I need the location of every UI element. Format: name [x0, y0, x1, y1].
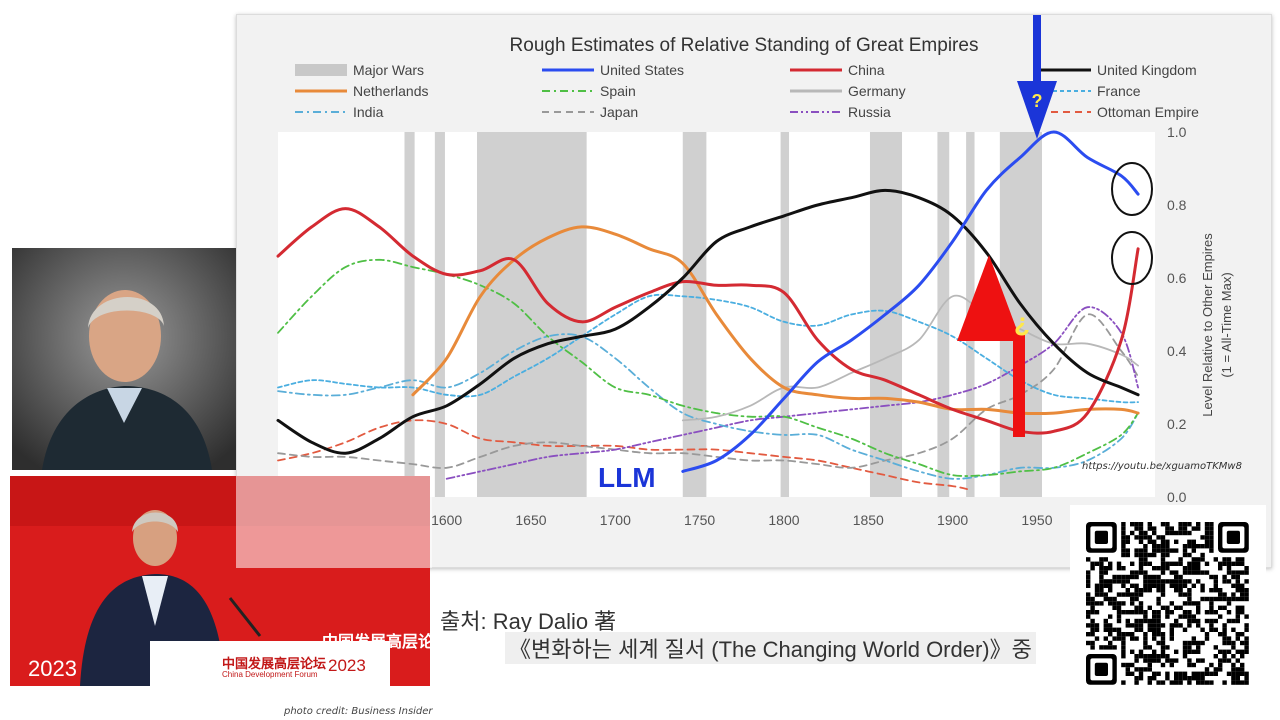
x-tick-label-1950: 1950 — [1021, 512, 1052, 528]
y-tick-label-1.0: 1.0 — [1167, 124, 1187, 140]
qr-code[interactable] — [1070, 505, 1266, 703]
series-line-india — [277, 333, 1139, 480]
y-tick-label-0.2: 0.2 — [1167, 416, 1187, 432]
series-line-germany — [681, 294, 1139, 422]
legend-label-major-wars: Major Wars — [353, 62, 424, 78]
chart-title: Rough Estimates of Relative Standing of … — [510, 35, 979, 56]
highlight-circle-china — [1111, 231, 1153, 285]
series-line-russia — [445, 306, 1139, 480]
x-tick-label-1850: 1850 — [853, 512, 884, 528]
war-band-0 — [404, 132, 415, 497]
blue-arrow-shaft — [1033, 15, 1041, 85]
y-tick-label-0.0: 0.0 — [1167, 489, 1187, 505]
legend-label-germany: Germany — [848, 83, 906, 99]
legend-swatch-major-wars — [295, 64, 347, 76]
forum-photo: 中国发展高层论坛 2023 China Development Forum 中国… — [10, 476, 430, 686]
x-tick-label-1700: 1700 — [600, 512, 631, 528]
legend-label-spain: Spain — [600, 83, 636, 99]
legend-label-netherlands: Netherlands — [353, 83, 429, 99]
x-tick-label-1750: 1750 — [684, 512, 715, 528]
red-arrow-head — [957, 255, 1021, 341]
legend-label-united-states: United States — [600, 62, 684, 78]
x-tick-label-1800: 1800 — [768, 512, 799, 528]
y-axis-label-line2: (1 = All-Time Max) — [1219, 272, 1234, 377]
x-tick-label-1900: 1900 — [937, 512, 968, 528]
war-band-3 — [682, 132, 707, 497]
youtube-url[interactable]: https://youtu.be/xguamoTKMw8 — [1082, 461, 1242, 472]
series-line-united-kingdom — [276, 188, 1140, 455]
y-tick-label-0.8: 0.8 — [1167, 197, 1187, 213]
legend-label-japan: Japan — [600, 104, 638, 120]
highlight-circle-us — [1111, 162, 1153, 216]
qr-finder-top-left — [1086, 522, 1117, 553]
series-line-netherlands — [411, 225, 1140, 416]
blue-arrow-head — [1017, 81, 1057, 139]
war-band-2 — [477, 132, 587, 497]
forum-backdrop-year: 2023 — [28, 656, 77, 681]
llm-label: LLM — [598, 462, 656, 493]
qr-finder-bottom-left — [1086, 654, 1117, 685]
series-line-spain — [277, 258, 1139, 477]
legend-label-france: France — [1097, 83, 1141, 99]
x-tick-label-1600: 1600 — [431, 512, 462, 528]
series-line-united-states — [681, 130, 1140, 473]
y-axis-label-line1: Level Relative to Other Empires — [1200, 233, 1215, 417]
photo-credit: photo credit: Business Insider — [284, 706, 433, 717]
series-lines — [276, 130, 1140, 491]
legend-label-united-kingdom: United Kingdom — [1097, 62, 1197, 78]
annotation-overlays: ?¿ — [957, 15, 1153, 437]
y-tick-label-0.6: 0.6 — [1167, 270, 1187, 286]
chart-svg: 1500155016001650170017501800185019001950… — [262, 15, 1234, 528]
forum-text-en: China Development Forum — [222, 670, 318, 679]
forum-backdrop-text: 中国发展高层论坛 — [322, 632, 430, 651]
translucent-overlay — [236, 476, 432, 568]
x-tick-label-1650: 1650 — [515, 512, 546, 528]
portrait-photo — [12, 248, 236, 470]
series-line-ottoman-empire — [277, 419, 971, 491]
y-tick-label-0.4: 0.4 — [1167, 343, 1187, 359]
legend-label-ottoman-empire: Ottoman Empire — [1097, 104, 1199, 120]
source-line-2: 《변화하는 세계 질서 (The Changing World Order)》중 — [505, 632, 1036, 664]
legend-label-china: China — [848, 62, 885, 78]
red-arrow-shaft — [1013, 333, 1025, 437]
war-band-1 — [434, 132, 445, 497]
series-line-france — [277, 293, 1139, 404]
forum-year: 2023 — [328, 656, 366, 675]
inverted-question-mark: ¿ — [1014, 307, 1030, 337]
question-mark: ? — [1032, 91, 1043, 111]
source-line-1: 출처: Ray Dalio 著 — [440, 609, 617, 634]
qr-finder-top-right — [1218, 522, 1249, 553]
forum-text-cn: 中国发展高层论坛 — [222, 657, 327, 672]
chart-card: 1500155016001650170017501800185019001950… — [236, 14, 1272, 568]
war-band-6 — [937, 132, 950, 497]
legend-label-india: India — [353, 104, 384, 120]
war-band-4 — [780, 132, 790, 497]
qr-modules — [1086, 522, 1249, 685]
legend: Major Wars United States China United Kingd… — [295, 62, 1199, 120]
legend-label-russia: Russia — [848, 104, 891, 120]
